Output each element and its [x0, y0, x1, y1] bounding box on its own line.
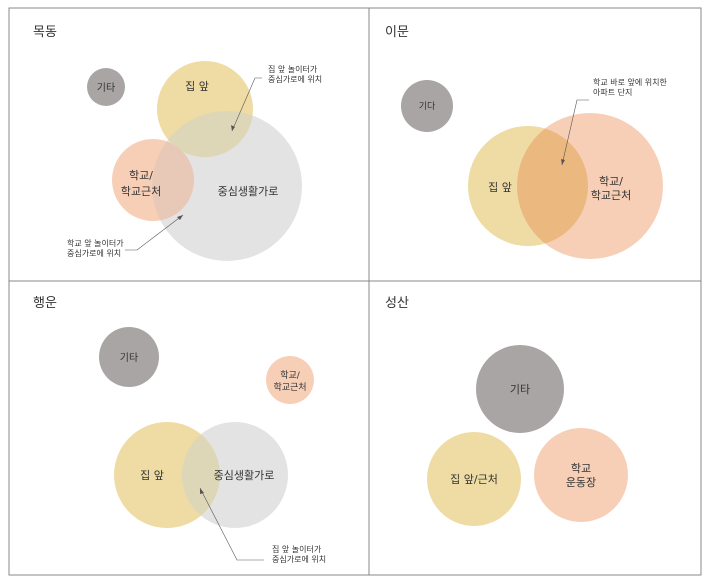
overlap-home-school [517, 126, 588, 246]
panel-title: 이문 [385, 25, 409, 40]
circle-label: 기타 [97, 82, 115, 94]
circle-other [87, 68, 125, 106]
circle-school [266, 356, 314, 404]
circle-label: 기타 [120, 352, 138, 364]
panel-title: 성산 [385, 296, 409, 311]
circle-label: 학교/ [599, 175, 623, 188]
panel-title: 행운 [33, 295, 57, 311]
pointer-arrowhead [177, 215, 183, 220]
circle-label: 집 앞 [185, 80, 209, 93]
pointer-arrowhead [200, 488, 204, 494]
circle-label: 학교/ [280, 370, 301, 381]
circle-label: 기다 [419, 101, 436, 112]
panel-title: 목동 [33, 25, 57, 40]
circle-label: 집 앞 [140, 469, 164, 482]
overlap-home-central [182, 422, 220, 528]
annotation-text: 중심가로에 위치 [67, 248, 121, 258]
annotation-text: 아파트 단지 [593, 87, 632, 97]
circle-label: 집 앞/근처 [450, 473, 498, 486]
circle-label: 학교 [571, 462, 591, 475]
circle-label: 운동장 [566, 476, 596, 489]
circle-label: 학교근처 [591, 189, 631, 202]
circle-other [476, 345, 564, 433]
annotation-text: 학교 앞 놀이터가 [67, 238, 124, 248]
panel-imun: 이문 기다 집 앞 학교/ 학교근처 학교 바로 앞에 위치한 아파트 단지 [385, 25, 668, 259]
annotation-pointer [199, 487, 264, 561]
figure-border [8, 7, 702, 576]
pointer-arrowhead [231, 125, 235, 131]
panel-mokdong: 목동 기타 집 앞 중심생활가로 학교/ 학교근처 집 앞 놀이터가 중심가로에… [33, 25, 322, 261]
circle-label: 중심생활가로 [218, 184, 279, 198]
circle-school-playground [534, 428, 628, 522]
circle-label: 학교근처 [273, 381, 306, 393]
circle-label: 집 앞 [488, 181, 512, 194]
circle-label: 기타 [510, 383, 530, 396]
circle-label: 학교/ [129, 169, 153, 182]
panel-seongsan: 성산 기타 집 앞/근처 학교 운동장 [385, 296, 628, 526]
annotation-text: 학교 바로 앞에 위치한 [593, 77, 668, 87]
panel-haengun: 행운 기타 학교/ 학교근처 집 앞 중심생활가로 집 앞 놀이터가 중심가로에… [33, 295, 326, 564]
annotation-pointer [125, 214, 184, 251]
annotation-text: 중심가로에 위치 [272, 554, 326, 564]
circle-label: 중심생활가로 [214, 468, 275, 482]
circle-other [99, 327, 159, 387]
overlap-home-central [157, 111, 253, 157]
circle-home-nearby [427, 432, 521, 526]
annotation-pointer [561, 99, 589, 166]
annotation-text: 집 앞 놀이터가 [268, 64, 318, 74]
annotation-text: 중심가로에 위치 [268, 74, 322, 84]
annotation-pointer [231, 77, 262, 132]
pointer-arrowhead [561, 159, 565, 165]
circle-other [401, 80, 453, 132]
circle-label: 학교근처 [121, 185, 161, 198]
overlap-school-central [152, 139, 194, 221]
annotation-text: 집 앞 놀이터가 [272, 544, 322, 554]
